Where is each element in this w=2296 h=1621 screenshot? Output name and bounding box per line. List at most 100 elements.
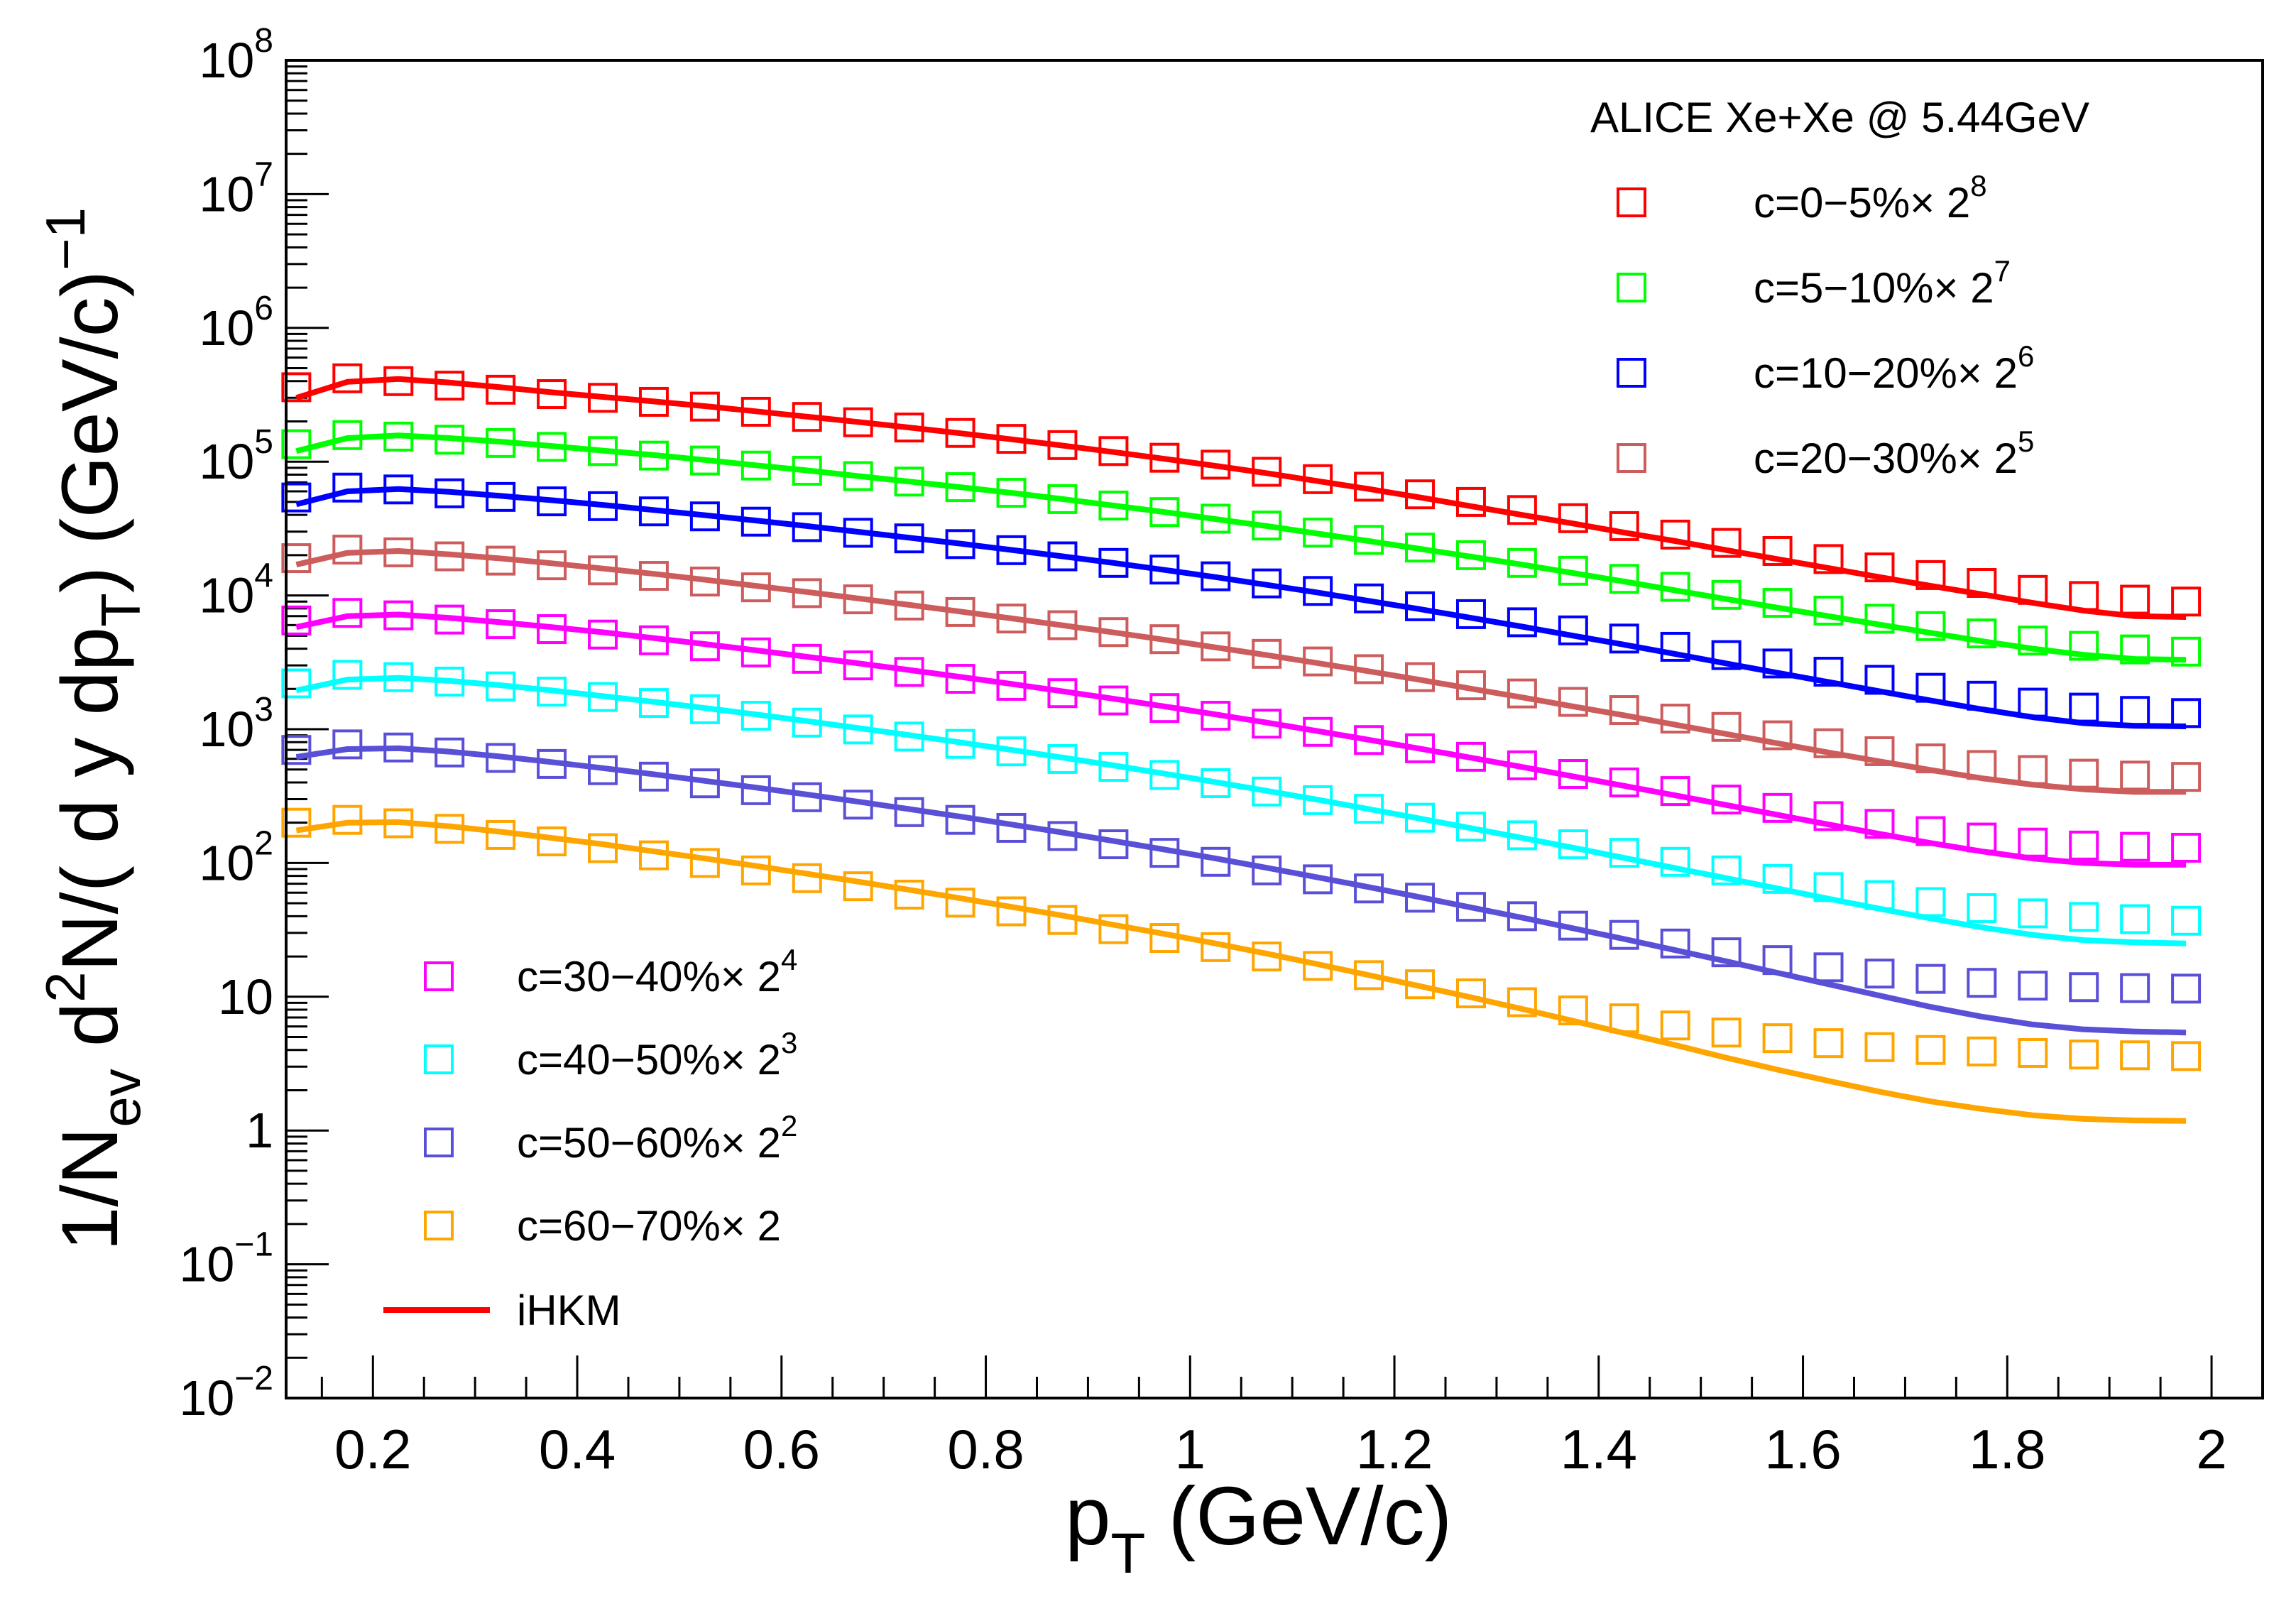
- data-point: [1967, 893, 1997, 923]
- series-group: [281, 363, 2202, 620]
- data-point: [843, 518, 873, 548]
- data-point: [1098, 617, 1129, 648]
- data-point: [1915, 1035, 1946, 1065]
- data-point: [2171, 586, 2202, 617]
- data-point: [2171, 698, 2202, 728]
- data-point: [740, 855, 771, 885]
- legend-label: c=30−40%× 24: [517, 943, 797, 1000]
- data-point: [1507, 901, 1537, 932]
- data-point: [689, 768, 720, 799]
- data-point: [1507, 495, 1537, 525]
- data-point: [1252, 511, 1282, 541]
- data-point: [1405, 733, 1436, 763]
- data-point: [281, 543, 312, 574]
- data-point: [945, 664, 975, 694]
- data-point: [383, 808, 414, 839]
- data-point: [2018, 626, 2048, 656]
- data-point: [996, 736, 1027, 767]
- data-point: [2069, 972, 2099, 1003]
- data-point: [1201, 932, 1231, 962]
- data-point: [1405, 802, 1436, 833]
- data-point: [1201, 701, 1231, 731]
- y-tick-label: 108: [199, 22, 273, 88]
- data-point: [537, 432, 567, 462]
- data-point: [1252, 457, 1282, 487]
- data-point: [2171, 905, 2202, 936]
- data-point: [996, 535, 1027, 565]
- data-point: [1201, 846, 1231, 877]
- data-point: [1303, 716, 1333, 747]
- data-point: [588, 491, 618, 521]
- data-point: [689, 501, 720, 532]
- data-point: [281, 807, 312, 838]
- series-group: [281, 804, 2202, 1124]
- legend-label: c=40−50%× 23: [517, 1026, 797, 1084]
- data-point: [1762, 535, 1793, 566]
- y-tick-label: 103: [199, 691, 273, 757]
- data-point: [1507, 820, 1537, 851]
- data-point: [1762, 792, 1793, 823]
- data-point: [332, 420, 363, 450]
- data-point: [792, 456, 822, 486]
- x-tick-label: 0.2: [334, 1418, 411, 1480]
- data-point: [1047, 610, 1078, 640]
- data-point: [638, 840, 669, 870]
- data-point: [638, 496, 669, 527]
- series-group: [281, 598, 2202, 868]
- data-point: [1609, 838, 1639, 868]
- data-point: [537, 614, 567, 645]
- data-point: [792, 707, 822, 738]
- data-point: [1507, 678, 1537, 709]
- data-point: [537, 486, 567, 517]
- data-point: [1455, 540, 1486, 570]
- data-point: [1813, 872, 1844, 902]
- data-point: [638, 561, 669, 591]
- x-axis-title-main: p: [1065, 1470, 1111, 1562]
- data-point: [2120, 760, 2150, 791]
- data-point: [996, 896, 1027, 927]
- data-point: [1455, 978, 1486, 1009]
- legend-label: c=20−30%× 25: [1754, 425, 2034, 482]
- data-point: [689, 445, 720, 476]
- data-point: [2120, 831, 2150, 862]
- data-point: [792, 578, 822, 608]
- data-point: [894, 797, 924, 827]
- series-group: [281, 729, 2202, 1036]
- plot-frame: [285, 59, 2264, 1399]
- data-point: [1813, 801, 1844, 831]
- legend-item: c=50−60%× 22: [424, 1109, 797, 1167]
- data-point: [792, 863, 822, 893]
- data-point: [588, 436, 618, 466]
- y-axis-title-p4: ) (GeV/c): [45, 271, 134, 593]
- data-point: [2120, 1040, 2150, 1071]
- data-point: [2120, 584, 2150, 615]
- data-point: [1354, 794, 1384, 824]
- data-point: [792, 512, 822, 542]
- data-point: [996, 670, 1027, 701]
- data-point: [843, 871, 873, 902]
- data-point: [1660, 928, 1690, 959]
- data-point: [1864, 880, 1895, 910]
- data-point: [740, 701, 771, 731]
- data-point: [332, 729, 363, 760]
- data-point: [2018, 898, 2048, 929]
- data-point: [281, 429, 312, 459]
- data-point: [2120, 634, 2150, 665]
- data-point: [1660, 631, 1690, 662]
- data-point: [2171, 832, 2202, 863]
- data-point: [2018, 687, 2048, 718]
- data-point: [1405, 662, 1436, 692]
- data-point: [1762, 863, 1793, 894]
- data-point: [1098, 685, 1129, 716]
- data-point: [486, 743, 516, 773]
- data-point: [1455, 741, 1486, 772]
- y-tick-label: 10−2: [179, 1360, 273, 1426]
- data-point: [1762, 588, 1793, 618]
- data-point: [894, 590, 924, 621]
- data-point: [281, 605, 312, 635]
- data-point: [2069, 692, 2099, 723]
- data-point: [1149, 555, 1180, 585]
- data-point: [1711, 937, 1742, 968]
- data-point: [1762, 648, 1793, 679]
- data-point: [945, 728, 975, 759]
